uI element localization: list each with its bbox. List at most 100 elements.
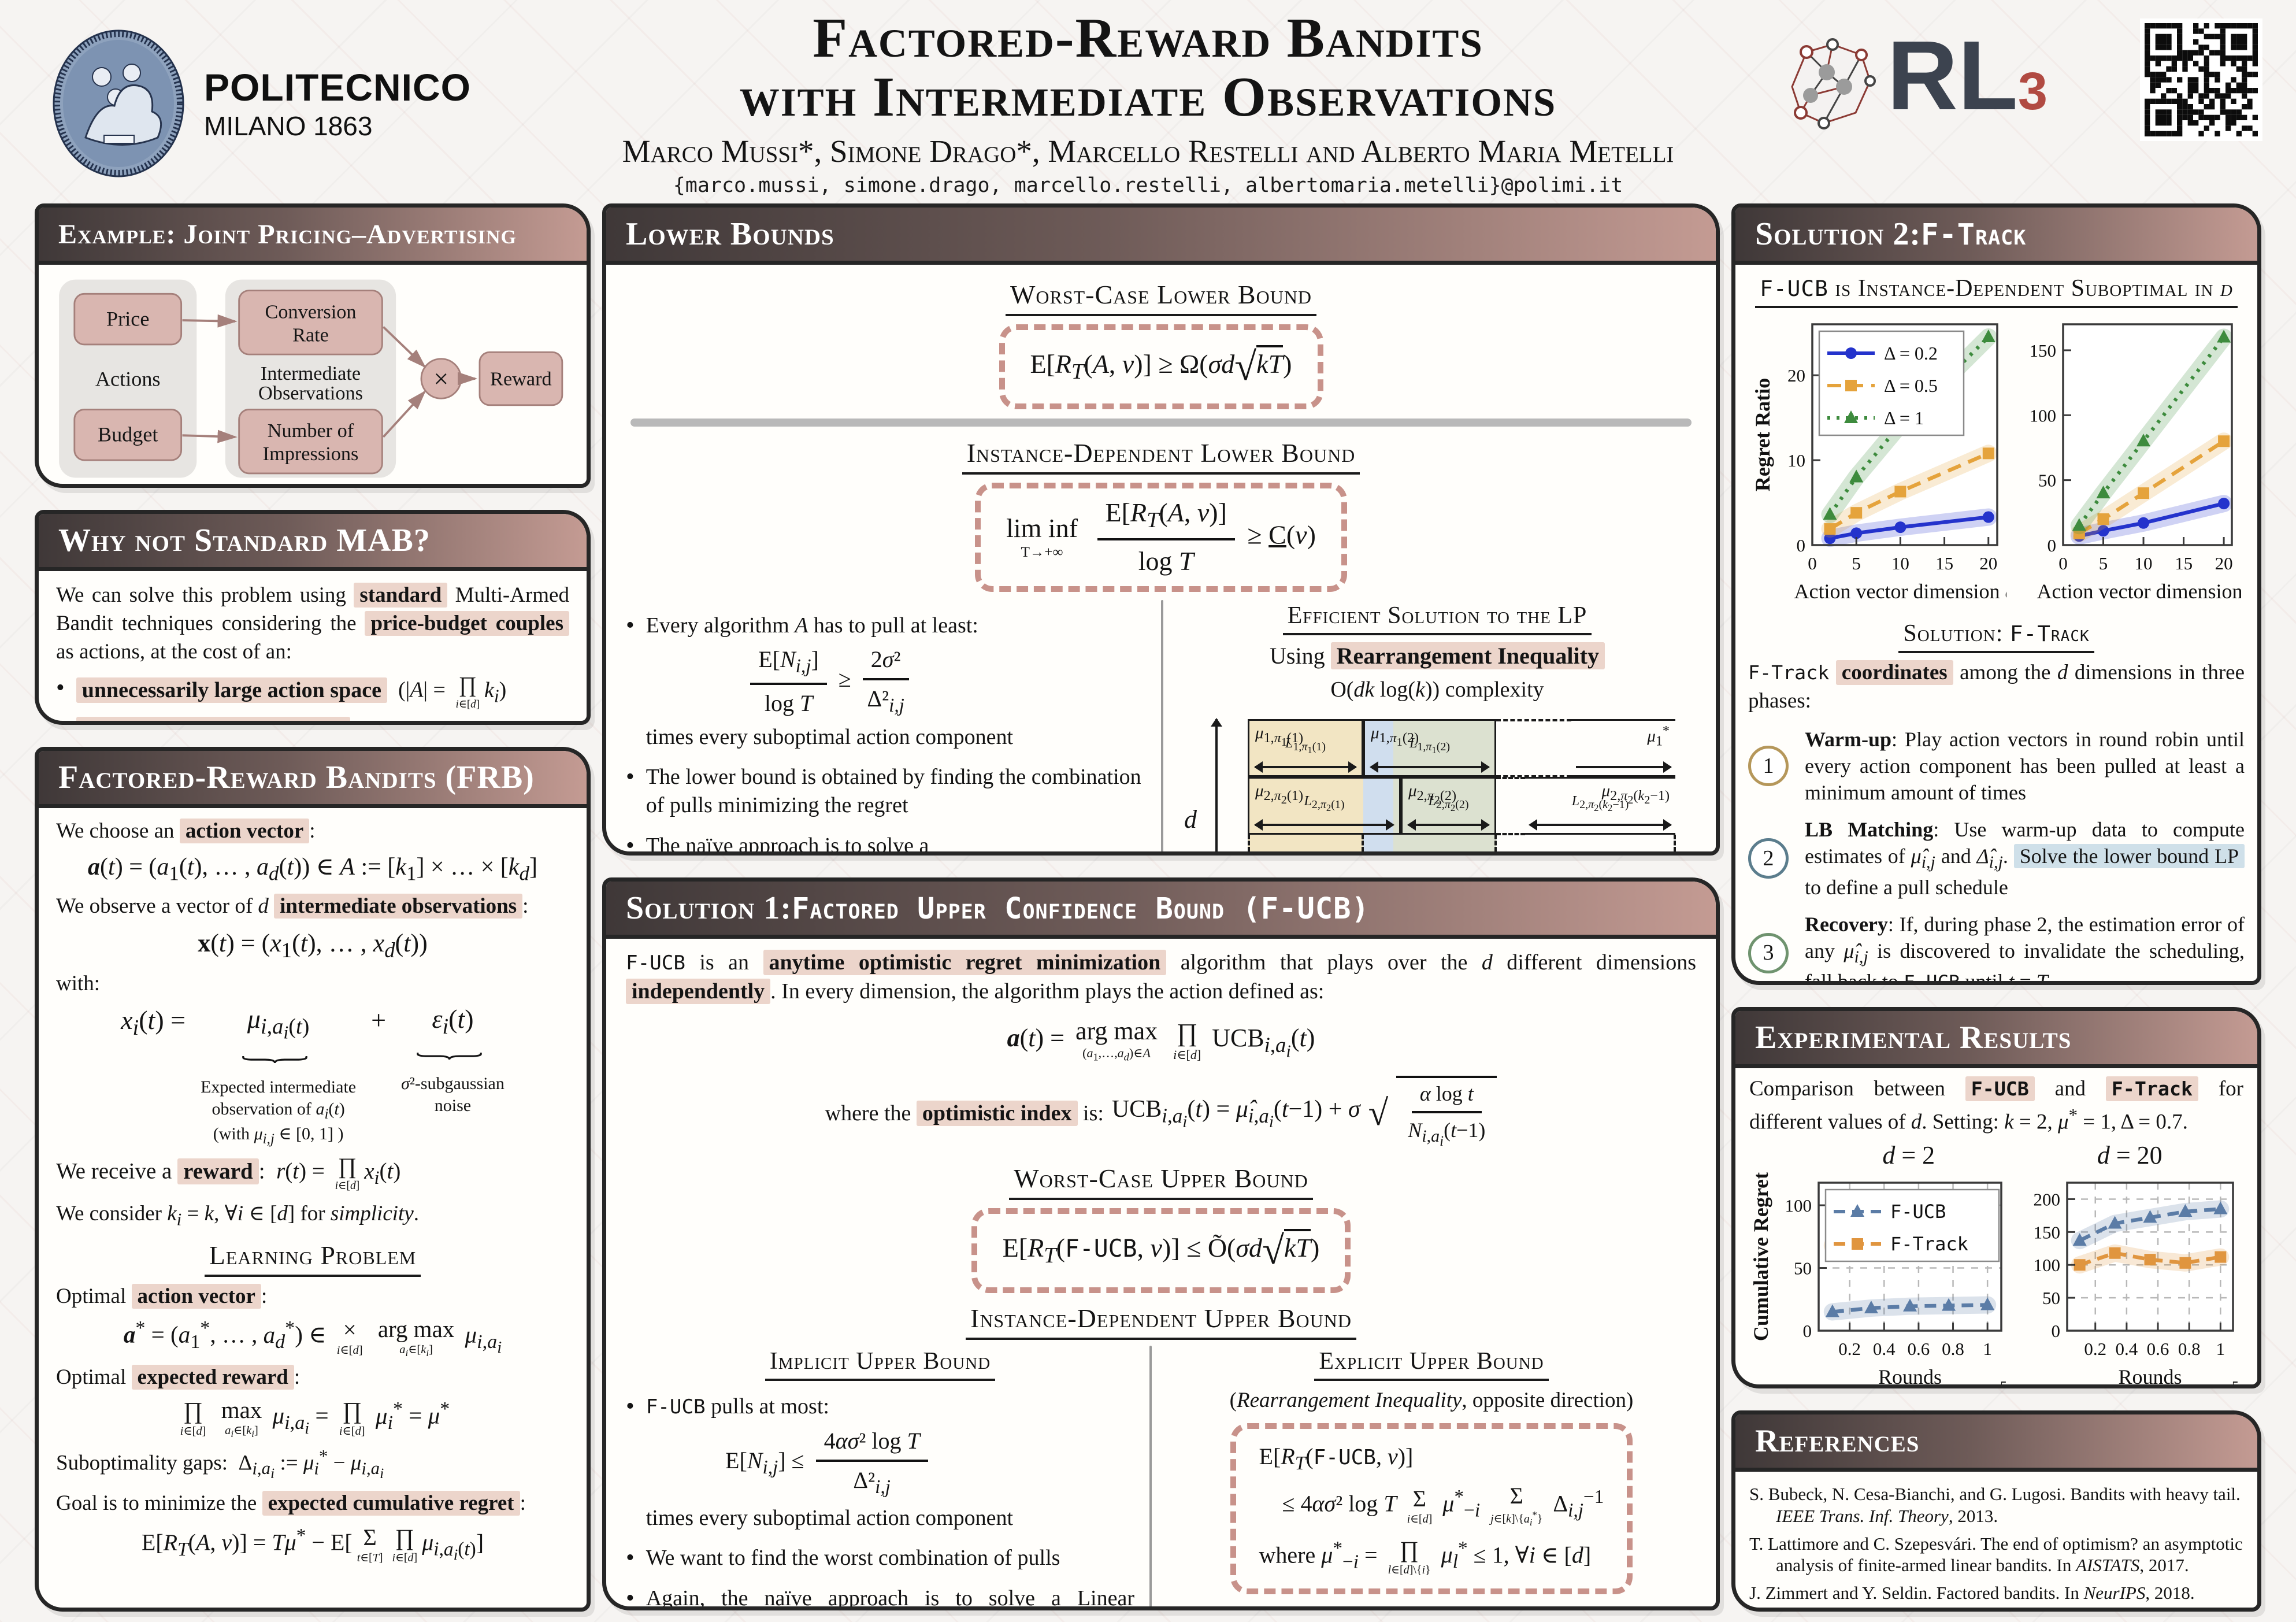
frb-with-label: with: [56,972,101,996]
svg-text:·105: ·105 [1975,1379,2007,1388]
svg-text:0.4: 0.4 [1873,1339,1896,1359]
frb-caption-expected: Expected intermediate observation of ai(t… [201,1077,357,1147]
frb-action-vector-formula: a(t) = (a1(t), … , ad(t)) ∈ A := [k1] × … [88,853,537,885]
frb-gaps-line: Suboptimality gaps: Δi,ai := μi* − μi,ai [56,1446,384,1482]
reference-2: T. Lattimore and C. Szepesvári. The end … [1749,1533,2243,1576]
lp-solution-heading: Efficient Solution to the LP [1178,600,1696,636]
svg-text:15: 15 [2175,553,2193,573]
svg-text:F-Track: F-Track [1890,1233,1968,1255]
svg-text:0: 0 [1796,535,1805,556]
why-not-mab-box: Why not Standard MAB? We can solve this … [35,510,591,725]
instance-dep-lb-heading: Instance-Dependent Lower Bound [626,436,1696,475]
d-dimension-arrow [1211,718,1222,851]
svg-text:0: 0 [1808,553,1817,573]
frb-p9: Goal is to minimize the expected cumulat… [56,1490,526,1516]
svg-text:F-UCB: F-UCB [1890,1201,1946,1223]
svg-text:Rounds: Rounds [2118,1365,2182,1388]
underbrace-right: } [409,1050,498,1062]
phase-1-number: 1 [1748,745,1789,786]
lp-cell-2-2: μ2,π2(2) L2,π2(2) [1401,777,1496,835]
node-impressions-line2: Impressions [263,443,359,465]
frb-caption-noise: σ²-subgaussian noise [401,1074,505,1115]
instance-dep-ub-heading: Instance-Dependent Upper Bound [626,1301,1696,1340]
svg-text:Regret Ratio: Regret Ratio [1752,378,1774,491]
svg-text:50: 50 [2042,1288,2060,1308]
frb-box: Factored-Reward Bandits (FRB) We choose … [35,747,591,1612]
reference-3: J. Zimmert and Y. Seldin. Factored bandi… [1749,1583,2195,1604]
solution1-box: Solution 1: Factored Upper Confidence Bo… [602,877,1720,1610]
svg-text:0.8: 0.8 [1942,1339,1964,1359]
rl3-brain-icon [1791,38,1876,129]
arrow-impressions-to-times [382,390,426,438]
interm-group-label-line2: Observations [258,382,363,404]
frb-optimal-reward-formula: ∏ i∈[d] max ai∈[ki] μi,ai = ∏ i∈[d] μi* = μ… [180,1396,450,1439]
svg-text:15: 15 [1935,553,1953,573]
svg-text:10: 10 [2134,553,2152,573]
explicit-subtitle: (Rearrangement Inequality, opposite dire… [1229,1388,1634,1413]
svg-text:0.2: 0.2 [2084,1339,2106,1359]
frb-observation-model-formula: xi(t) = μi,ai(t) } Expected intermediate… [56,1002,569,1148]
frb-f3-lhs: xi(t) = [121,1005,186,1040]
lp-complexity-line: O(dk log(k)) complexity [1330,677,1544,702]
svg-text:0.6: 0.6 [1908,1339,1930,1359]
lb-bullet-2: The lower bound is obtained by finding t… [626,763,1146,820]
references-header: References [1735,1414,2257,1472]
arrow-conversion-to-times [382,326,426,368]
worst-case-lb-heading: Worst-Case Lower Bound [626,277,1696,316]
frb-optimal-action-formula: a* = (a1*, … , ad*) ∈ × i∈[d] arg max ai∈[… [123,1315,502,1358]
implicit-ub-heading: Implicit Upper Bound [626,1346,1134,1382]
title-block: Factored-Reward Bandits with Intermediat… [484,9,1813,197]
svg-text:5: 5 [1852,553,1861,573]
liminf-operator: lim inf [1006,513,1078,543]
chart-title-d2: d = 2 [1882,1140,1935,1169]
svg-text:·105: ·105 [2207,1379,2239,1388]
phase-warmup: 1 Warm-up: Play action vectors in round … [1748,726,2245,806]
phase-3-text: Recovery: If, during phase 2, the estima… [1805,912,2245,985]
node-conversion-line2: Rate [292,324,329,346]
sol1-column-divider [1149,1345,1152,1606]
poster-title-line1: Factored-Reward Bandits [813,7,1483,69]
reference-1: S. Bubeck, N. Cesa-Bianchi, and G. Lugos… [1749,1484,2241,1526]
instance-dep-lb-formula: lim inf T→+∞ E[RT(A, ν)] log T ≥ C(ν) [975,482,1347,592]
svg-text:Δ = 1: Δ = 1 [1884,408,1924,428]
arrow-budget-to-impressions [182,429,238,443]
lower-bounds-column-divider [1161,600,1163,851]
politecnico-name: POLITECNICO [204,66,472,109]
lp-cell-1-1: μ1,π1(1) L1,π1(1) [1248,719,1363,777]
frb-p7: Optimal expected reward: [56,1364,301,1390]
lp-cell-2-1: μ2,π2(1) L2,π2(1) [1248,777,1401,835]
lb-bullet-1: Every algorithm A has to pull at least: … [626,612,1146,751]
frb-f3-term1: μi,ai(t) } Expected intermediate observat… [201,1002,356,1148]
svg-text:Action vector dimension d: Action vector dimension d [2037,580,2241,603]
lp-cell-1-star: μ1* [1571,719,1675,777]
why-paragraph: We can solve this problem using standard… [56,583,569,664]
example-box-header: Example: Joint Pricing–Advertising [39,208,587,265]
svg-text:100: 100 [1785,1195,1812,1216]
chart-regret-ratio-zoom: 0 5 10 15 20 0 10 20 Δ = 0.2 Δ = 0.5 Δ = 1 Regret R… [1751,314,2016,610]
politecnico-year: MILANO 1863 [204,111,373,141]
svg-text:5: 5 [2098,553,2108,573]
poster-header: POLITECNICO MILANO 1863 Factored-Reward … [0,0,2296,197]
svg-text:Rounds: Rounds [1878,1365,1942,1388]
phase-1-text: Warm-up: Play action vectors in round ro… [1805,727,2245,804]
why-bullet-1: unnecessarily large action space (|A| = … [56,674,569,710]
times-node: × [433,364,448,393]
chart-regret-ratio-full: 0 5 10 15 20 0 50 100 150 Action vector dimension… [2010,314,2257,610]
frb-simplicity-line: We consider ki = k, ∀i ∈ [d] for simplic… [56,1201,419,1230]
svg-text:0.2: 0.2 [1838,1339,1861,1359]
svg-text:Cumulative Regret: Cumulative Regret [1750,1172,1772,1341]
interm-group-label-line1: Intermediate [261,362,361,384]
frb-p6: Optimal action vector: [56,1283,268,1309]
svg-text:200: 200 [2034,1190,2061,1210]
svg-text:150: 150 [2034,1222,2061,1242]
node-reward: Reward [490,368,552,390]
why-box-header: Why not Standard MAB? [39,514,587,571]
phase-2-text: LB Matching: Use warm-up data to compute… [1805,817,2245,899]
arrow-price-to-conversion [182,314,238,328]
node-budget: Budget [98,423,158,446]
svg-text:150: 150 [2029,340,2056,361]
